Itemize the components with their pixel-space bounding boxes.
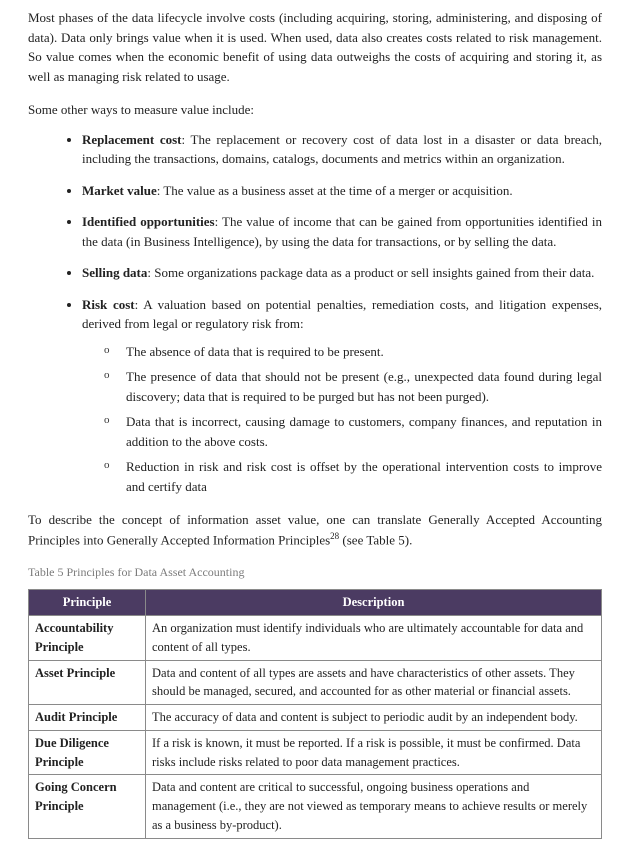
col-header-principle: Principle bbox=[29, 590, 146, 616]
table-row: Audit Principle The accuracy of data and… bbox=[29, 705, 602, 731]
cell-description: Data and content are critical to success… bbox=[146, 775, 602, 838]
table-row: Asset Principle Data and content of all … bbox=[29, 660, 602, 705]
list-item: Identified opportunities: The value of i… bbox=[82, 212, 602, 251]
term-label: Identified opportunities bbox=[82, 214, 215, 229]
term-label: Selling data bbox=[82, 265, 147, 280]
list-item: Replacement cost: The replacement or rec… bbox=[82, 130, 602, 169]
footnote-marker: 28 bbox=[330, 531, 339, 541]
sublist-item: Reduction in risk and risk cost is offse… bbox=[104, 457, 602, 496]
intro-paragraph: Most phases of the data lifecycle involv… bbox=[28, 8, 602, 86]
cell-principle: Audit Principle bbox=[29, 705, 146, 731]
cell-principle: Accountability Principle bbox=[29, 616, 146, 661]
cell-principle: Going Concern Principle bbox=[29, 775, 146, 838]
list-item: Risk cost: A valuation based on potentia… bbox=[82, 295, 602, 497]
cell-description: The accuracy of data and content is subj… bbox=[146, 705, 602, 731]
table-header-row: Principle Description bbox=[29, 590, 602, 616]
sublist-item: The presence of data that should not be … bbox=[104, 367, 602, 406]
gaap-paragraph: To describe the concept of information a… bbox=[28, 510, 602, 549]
term-text: : The value as a business asset at the t… bbox=[157, 183, 513, 198]
cell-principle: Asset Principle bbox=[29, 660, 146, 705]
table-row: Accountability Principle An organization… bbox=[29, 616, 602, 661]
term-text: : Some organizations package data as a p… bbox=[147, 265, 594, 280]
cell-description: An organization must identify individual… bbox=[146, 616, 602, 661]
table-row: Going Concern Principle Data and content… bbox=[29, 775, 602, 838]
list-item: Selling data: Some organizations package… bbox=[82, 263, 602, 283]
term-label: Market value bbox=[82, 183, 157, 198]
cell-principle: Due Diligence Principle bbox=[29, 730, 146, 775]
gaap-text-pre: To describe the concept of information a… bbox=[28, 512, 602, 547]
risk-sublist: The absence of data that is required to … bbox=[82, 342, 602, 497]
cell-description: If a risk is known, it must be reported.… bbox=[146, 730, 602, 775]
gaap-text-post: (see Table 5). bbox=[339, 532, 412, 547]
list-item: Market value: The value as a business as… bbox=[82, 181, 602, 201]
sublist-item: Data that is incorrect, causing damage t… bbox=[104, 412, 602, 451]
term-label: Replacement cost bbox=[82, 132, 182, 147]
table-caption: Table 5 Principles for Data Asset Accoun… bbox=[28, 563, 602, 581]
term-text: : A valuation based on potential penalti… bbox=[82, 297, 602, 332]
term-label: Risk cost bbox=[82, 297, 135, 312]
table-row: Due Diligence Principle If a risk is kno… bbox=[29, 730, 602, 775]
col-header-description: Description bbox=[146, 590, 602, 616]
sublist-item: The absence of data that is required to … bbox=[104, 342, 602, 362]
principles-table: Principle Description Accountability Pri… bbox=[28, 589, 602, 838]
value-measures-list: Replacement cost: The replacement or rec… bbox=[28, 130, 602, 497]
cell-description: Data and content of all types are assets… bbox=[146, 660, 602, 705]
lead-in-text: Some other ways to measure value include… bbox=[28, 100, 602, 120]
